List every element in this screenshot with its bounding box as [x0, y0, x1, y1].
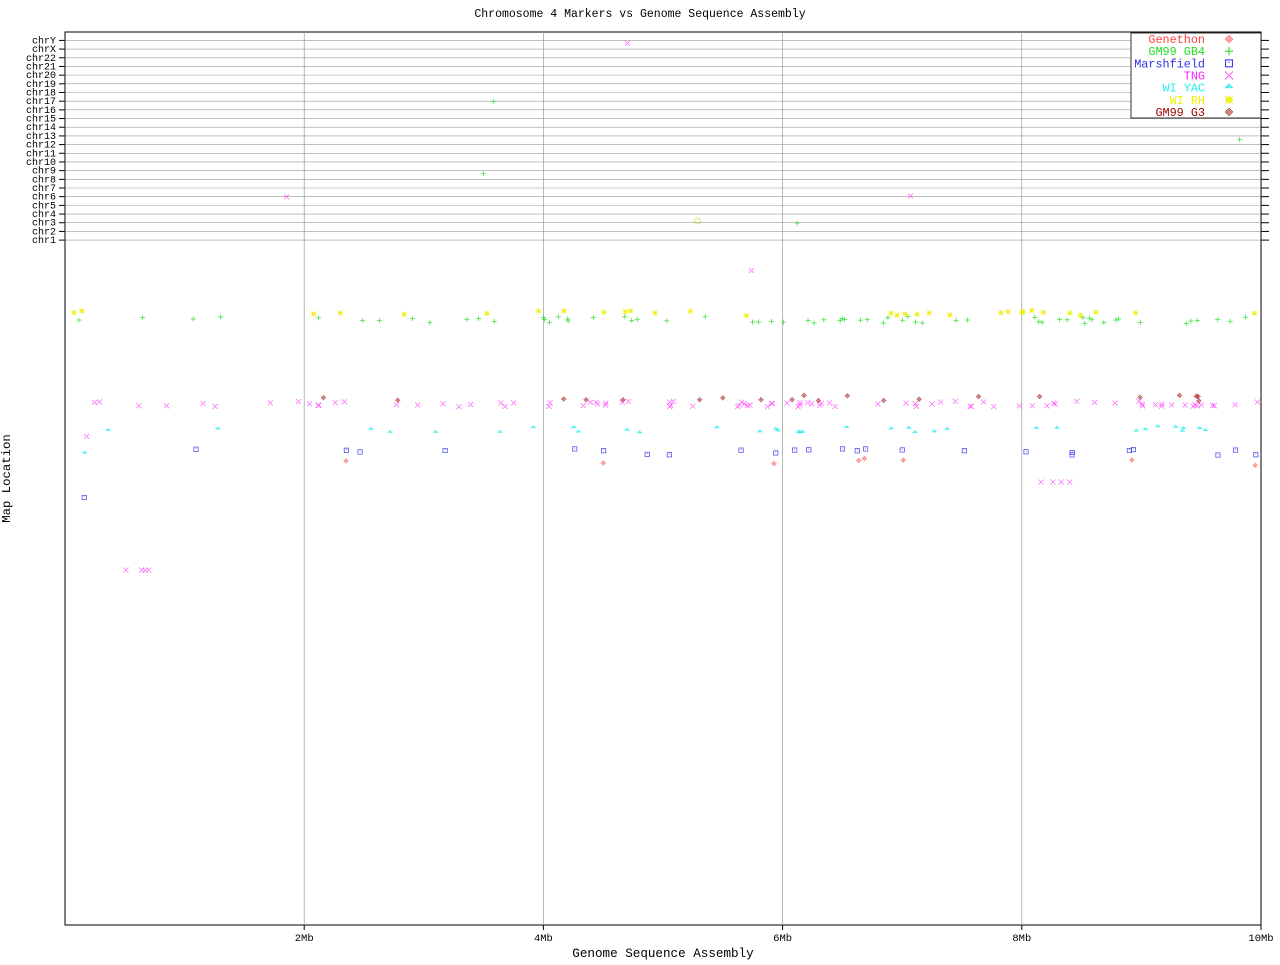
svg-text:4Mb: 4Mb: [534, 933, 553, 945]
svg-text:2Mb: 2Mb: [295, 933, 314, 945]
svg-text:chr1: chr1: [32, 235, 56, 247]
svg-text:GM99 G3: GM99 G3: [1155, 106, 1205, 120]
svg-text:8Mb: 8Mb: [1012, 933, 1031, 945]
svg-text:Map Location: Map Location: [0, 434, 14, 523]
svg-text:10Mb: 10Mb: [1248, 933, 1273, 945]
svg-text:Chromosome 4 Markers vs Genome: Chromosome 4 Markers vs Genome Sequence …: [474, 8, 805, 21]
svg-text:6Mb: 6Mb: [773, 933, 792, 945]
svg-text:Genome Sequence Assembly: Genome Sequence Assembly: [572, 947, 754, 960]
